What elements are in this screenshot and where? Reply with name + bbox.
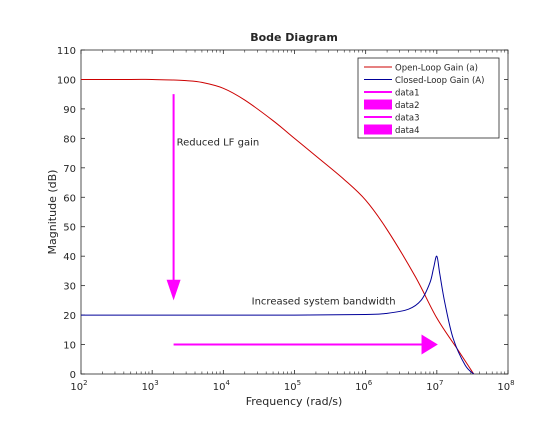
y-tick-label: 90 bbox=[63, 105, 76, 116]
data4-right-arrowhead bbox=[421, 334, 438, 355]
chart-title: Bode Diagram bbox=[250, 31, 338, 44]
y-tick-label: 10 bbox=[63, 341, 76, 352]
data2-down-arrowhead bbox=[166, 279, 181, 301]
y-tick-label: 80 bbox=[63, 134, 76, 145]
y-tick-label: 0 bbox=[70, 370, 76, 381]
y-axis-label: Magnitude (dB) bbox=[46, 170, 59, 255]
y-tick-label: 30 bbox=[63, 282, 76, 293]
y-tick-label: 60 bbox=[63, 193, 76, 204]
legend-entry-label: data1 bbox=[395, 89, 420, 99]
legend-entry-label: data4 bbox=[395, 126, 420, 136]
legend-swatch-patch bbox=[364, 99, 392, 110]
y-tick-label: 50 bbox=[63, 223, 76, 234]
legend: Open-Loop Gain (a) Closed-Loop Gain (A) da… bbox=[357, 57, 500, 139]
series-layer bbox=[81, 78, 475, 374]
open-loop-gain-line bbox=[81, 78, 475, 374]
legend-entry-label: Closed-Loop Gain (A) bbox=[395, 76, 484, 86]
legend-entry-label: data3 bbox=[395, 114, 420, 124]
closed-loop-gain-line bbox=[81, 255, 475, 374]
markers-layer bbox=[166, 94, 438, 355]
y-tick-label: 100 bbox=[57, 75, 76, 86]
annotation-increased-bandwidth: Increased system bandwidth bbox=[252, 296, 396, 307]
legend-entry-label: data2 bbox=[395, 101, 420, 111]
annotation-layer: Reduced LF gain Increased system bandwidt… bbox=[177, 137, 396, 307]
y-tick-label: 20 bbox=[63, 311, 76, 322]
y-tick-label: 110 bbox=[57, 46, 76, 57]
legend-entry-label: Open-Loop Gain (a) bbox=[395, 64, 478, 74]
annotation-reduced-lf-gain: Reduced LF gain bbox=[177, 137, 260, 148]
y-tick-label: 70 bbox=[63, 164, 76, 175]
legend-swatch-patch bbox=[364, 124, 392, 135]
x-axis-label: Frequency (rad/s) bbox=[246, 395, 343, 408]
y-tick-label: 40 bbox=[63, 252, 76, 263]
